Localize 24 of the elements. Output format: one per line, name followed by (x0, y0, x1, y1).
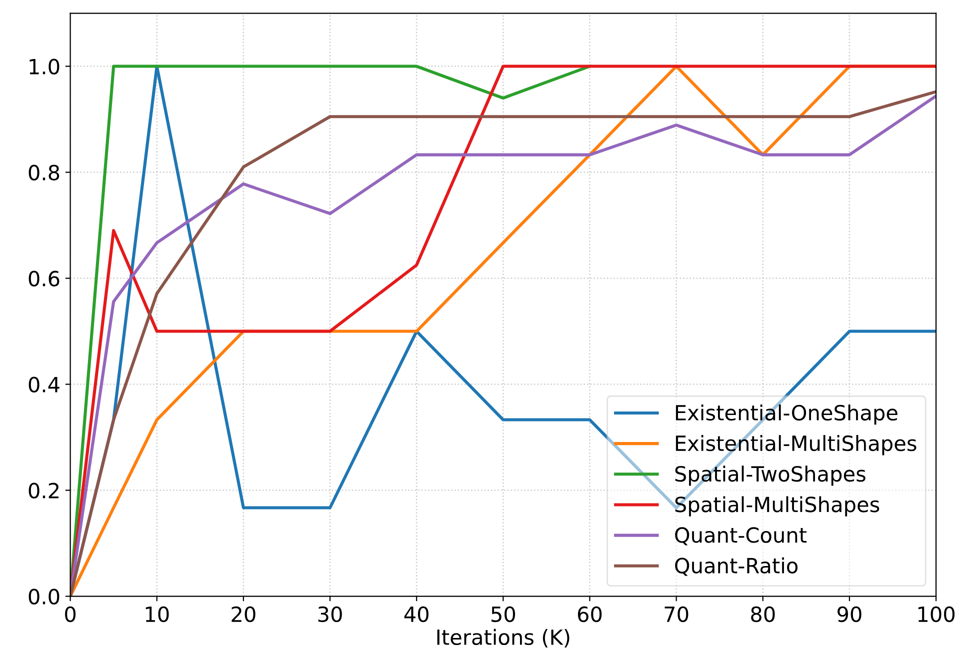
y-tick-label: 0.2 (28, 482, 58, 498)
x-tick-label: 50 (492, 606, 516, 622)
legend-label: Quant-Count (675, 527, 807, 546)
x-tick-label: 90 (838, 606, 862, 622)
x-tick-label: 100 (918, 606, 955, 622)
y-tick-label: 0.6 (28, 270, 60, 286)
legend-label: Existential-MultiShapes (676, 435, 916, 456)
legend-label: Spatial-MultiShapes (675, 496, 880, 516)
x-tick-label: 20 (232, 606, 256, 622)
x-tick-label: 70 (664, 606, 688, 622)
y-tick-label: 0.0 (28, 588, 60, 604)
legend-label: Spatial-TwoShapes (675, 466, 866, 486)
y-tick-label: 0.8 (28, 164, 60, 180)
y-tick-label: 1.0 (30, 58, 60, 74)
x-tick-label: 40 (404, 606, 428, 622)
x-axis-title: Iterations (K) (437, 628, 570, 648)
x-tick-label: 0 (65, 606, 76, 622)
x-tick-label: 10 (146, 606, 169, 622)
x-tick-label: 60 (578, 606, 602, 622)
x-tick-label: 80 (751, 606, 775, 622)
legend-label: Quant-Ratio (675, 557, 798, 576)
x-tick-label: 30 (318, 606, 342, 622)
legend-label: Existential-OneShape (676, 404, 898, 425)
y-tick-label: 0.4 (28, 376, 60, 392)
